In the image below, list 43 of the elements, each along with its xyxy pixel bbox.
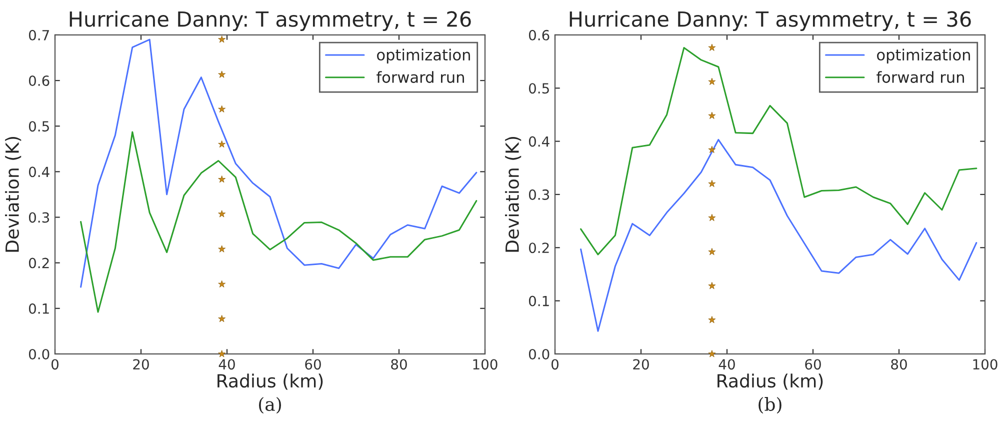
line-series (580, 138, 978, 332)
line-series (80, 131, 478, 313)
line-series (80, 38, 478, 288)
y-tick-label: 0.4 (28, 166, 50, 178)
chart-title: Hurricane Danny: T asymmetry, t = 36 (570, 10, 971, 31)
x-tick-label: 80 (891, 359, 907, 370)
x-tick-label: 40 (718, 359, 735, 370)
y-tick-label: 0.0 (28, 348, 50, 360)
legend-label: forward run (376, 71, 464, 83)
y-tick-label: 0.5 (528, 83, 549, 94)
legend-label: optimization (377, 48, 470, 64)
x-tick-label: 80 (391, 359, 407, 370)
y-tick-label: 0.1 (528, 296, 549, 306)
y-tick-label: 0.3 (28, 212, 50, 223)
x-axis-title: Radius (km) (718, 374, 823, 390)
y-axis-title: Deviation (K) (505, 137, 522, 252)
x-tick-label: 100 (473, 359, 498, 370)
line-series (580, 46, 978, 256)
y-tick-label: 0.4 (528, 136, 550, 147)
x-tick-label: 0 (51, 359, 58, 370)
legend-label: forward run (876, 71, 964, 83)
y-tick-label: 0.1 (28, 303, 49, 314)
x-tick-label: 20 (633, 359, 649, 370)
y-tick-label: 0.2 (28, 258, 49, 268)
y-tick-label: 0.7 (28, 30, 49, 40)
chart-title: Hurricane Danny: T asymmetry, t = 26 (70, 10, 471, 31)
text: (b) (758, 397, 782, 414)
x-tick-label: 100 (973, 359, 998, 370)
legend-label: optimization (877, 48, 970, 64)
y-tick-label: 0.6 (528, 30, 550, 40)
x-tick-label: 60 (305, 359, 321, 370)
y-tick-label: 0.6 (28, 76, 50, 86)
y-axis-title: Deviation (K) (5, 137, 22, 252)
y-tick-label: 0.3 (528, 189, 550, 200)
x-tick-label: 60 (805, 359, 821, 370)
x-tick-label: 0 (551, 359, 558, 370)
y-tick-label: 0.5 (28, 121, 49, 132)
y-tick-label: 0.2 (528, 242, 549, 254)
x-axis-title: Radius (km) (218, 374, 323, 390)
x-tick-label: 40 (218, 359, 235, 370)
x-tick-label: 20 (133, 359, 149, 370)
y-tick-label: 0.0 (528, 348, 550, 360)
text: (a) (259, 397, 281, 414)
